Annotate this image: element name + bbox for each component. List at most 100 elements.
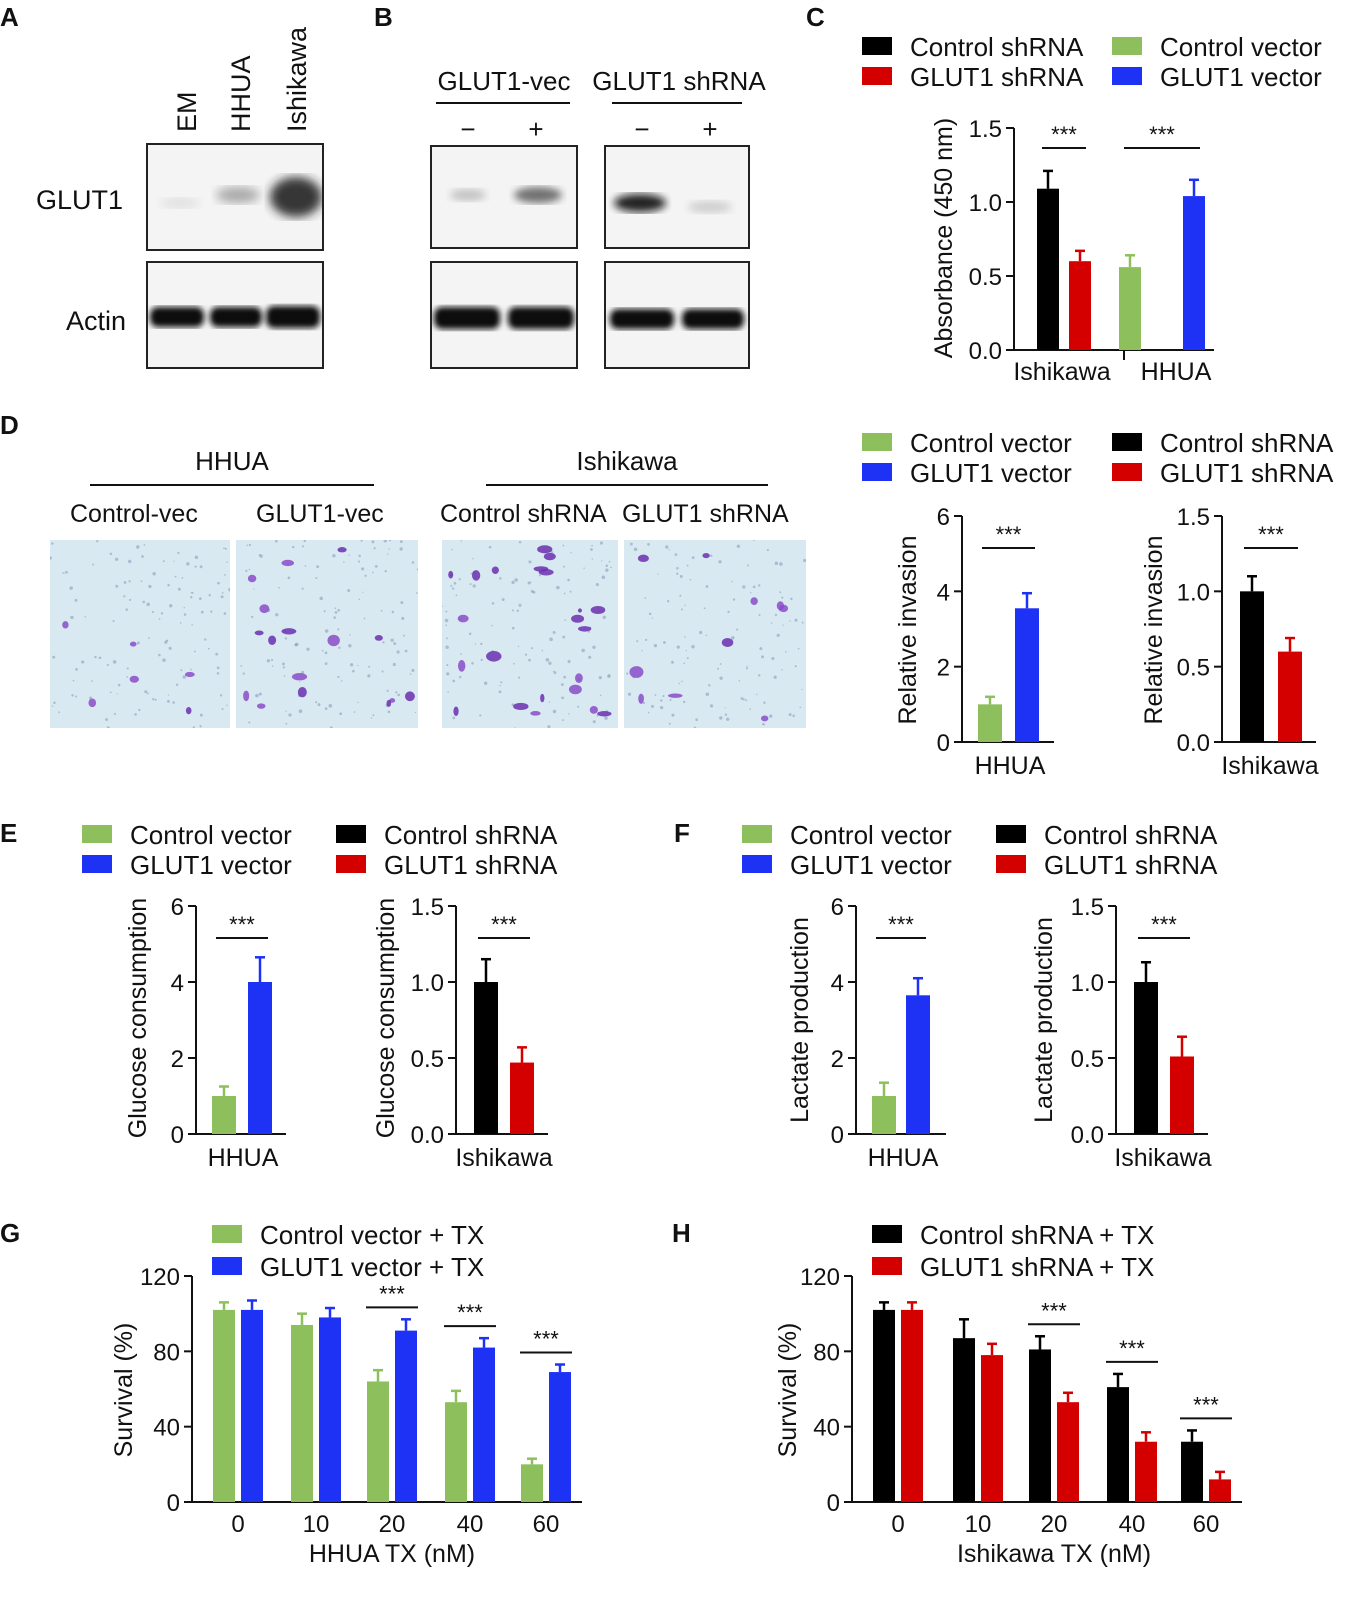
micro-cell xyxy=(530,711,541,716)
blot-b-glut1-vec xyxy=(430,145,578,249)
micro-speck xyxy=(147,692,149,695)
micro-speck xyxy=(691,645,695,649)
y-tick-label-H: 40 xyxy=(813,1415,840,1442)
y-tick-label-C: 0.0 xyxy=(969,338,1002,365)
micro-speck xyxy=(679,575,683,578)
micro-speck xyxy=(629,542,633,546)
micro-speck xyxy=(278,586,280,589)
legend-label-H-0: Control shRNA + TX xyxy=(920,1220,1154,1250)
micro-speck xyxy=(164,640,168,644)
micro-label-glut1-shrna: GLUT1 shRNA xyxy=(622,500,789,528)
micro-speck xyxy=(581,648,585,653)
micro-speck xyxy=(591,544,593,547)
sig-label-G-4: *** xyxy=(533,1327,559,1352)
cells-control-vec xyxy=(50,540,230,728)
x-axis-label-F2: Ishikawa xyxy=(1114,1144,1211,1172)
micro-speck xyxy=(605,564,609,568)
micro-speck xyxy=(128,559,132,564)
micro-speck xyxy=(84,616,87,618)
legend-label-D1-1: GLUT1 vector xyxy=(910,458,1072,488)
micro-speck xyxy=(128,580,131,583)
micro-speck xyxy=(790,597,793,601)
micro-speck xyxy=(680,608,683,611)
micro-speck xyxy=(717,667,719,670)
legend-swatch-G-1 xyxy=(212,1257,242,1275)
micro-speck xyxy=(451,548,453,551)
micro-speck xyxy=(72,679,75,682)
micro-cell xyxy=(185,707,192,715)
y-tick-label-E1: 2 xyxy=(171,1046,184,1073)
micro-speck xyxy=(388,548,390,550)
micro-speck xyxy=(684,604,686,607)
micro-speck xyxy=(685,649,687,652)
micro-speck xyxy=(683,662,685,665)
panel-letter-c: C xyxy=(806,2,825,32)
legend-label-E1-0: Control vector xyxy=(130,820,292,850)
micro-speck xyxy=(162,560,165,563)
micro-speck xyxy=(570,552,572,554)
y-tick-label-E2: 0.5 xyxy=(411,1046,444,1073)
micro-speck xyxy=(789,620,791,622)
micro-speck xyxy=(172,701,175,704)
micro-speck xyxy=(52,655,56,659)
micro-speck xyxy=(726,717,730,721)
micro-cell xyxy=(404,691,415,702)
micro-speck xyxy=(285,710,287,712)
micro-speck xyxy=(636,640,639,643)
micro-speck xyxy=(129,598,132,602)
micro-speck xyxy=(676,567,679,570)
micro-speck xyxy=(223,547,225,550)
micro-speck xyxy=(470,572,473,575)
micro-speck xyxy=(299,681,301,683)
micro-speck xyxy=(298,709,303,713)
legend-label-G-1: GLUT1 vector + TX xyxy=(260,1252,484,1282)
micro-speck xyxy=(665,545,669,549)
micro-speck xyxy=(556,585,560,590)
legend-swatch-F1-1 xyxy=(742,855,772,873)
micro-speck xyxy=(323,610,326,613)
micro-speck xyxy=(498,690,502,694)
micro-speck xyxy=(383,540,387,543)
x-axis-label-F1: HHUA xyxy=(868,1144,939,1172)
micro-speck xyxy=(324,651,328,655)
micro-speck xyxy=(360,540,363,542)
blot-a-glut1 xyxy=(146,143,324,251)
micro-speck xyxy=(562,544,565,547)
micro-speck xyxy=(647,543,650,546)
y-tick-label-D1: 0 xyxy=(937,730,950,757)
micro-speck xyxy=(633,547,638,552)
micro-speck xyxy=(389,540,392,542)
micro-speck xyxy=(338,646,341,649)
micro-speck xyxy=(395,691,398,694)
micro-speck xyxy=(480,642,483,646)
blot-b-sign-1: − xyxy=(460,114,476,144)
micro-speck xyxy=(160,612,164,615)
micro-speck xyxy=(595,582,599,587)
y-tick-label-D2: 0.0 xyxy=(1177,730,1210,757)
y-tick-label-C: 1.0 xyxy=(969,190,1002,217)
micro-speck xyxy=(781,596,784,599)
micro-speck xyxy=(282,666,285,669)
micro-speck xyxy=(400,601,404,605)
micro-speck xyxy=(125,608,129,611)
micro-speck xyxy=(513,662,515,665)
micro-cell xyxy=(471,570,481,581)
y-axis-label-E1: Glucose consumption xyxy=(124,898,152,1138)
micro-speck xyxy=(193,650,196,653)
micro-speck xyxy=(564,619,567,621)
micro-speck xyxy=(517,645,520,648)
micro-speck xyxy=(682,700,686,704)
micro-speck xyxy=(663,641,666,644)
blot-b-actin-2-bands xyxy=(610,309,744,329)
micro-label-glut1-vec: GLUT1-vec xyxy=(256,500,384,528)
micro-cell xyxy=(129,675,139,683)
micro-speck xyxy=(113,712,116,715)
y-tick-label-F2: 0.0 xyxy=(1071,1122,1104,1149)
micro-speck xyxy=(353,711,356,713)
micro-speck xyxy=(644,597,647,599)
legend-label-E2-0: Control shRNA xyxy=(384,820,558,850)
micro-cell xyxy=(760,715,769,722)
micro-speck xyxy=(705,692,710,697)
micro-speck xyxy=(452,716,456,720)
legend-swatch-F2-0 xyxy=(996,825,1026,843)
